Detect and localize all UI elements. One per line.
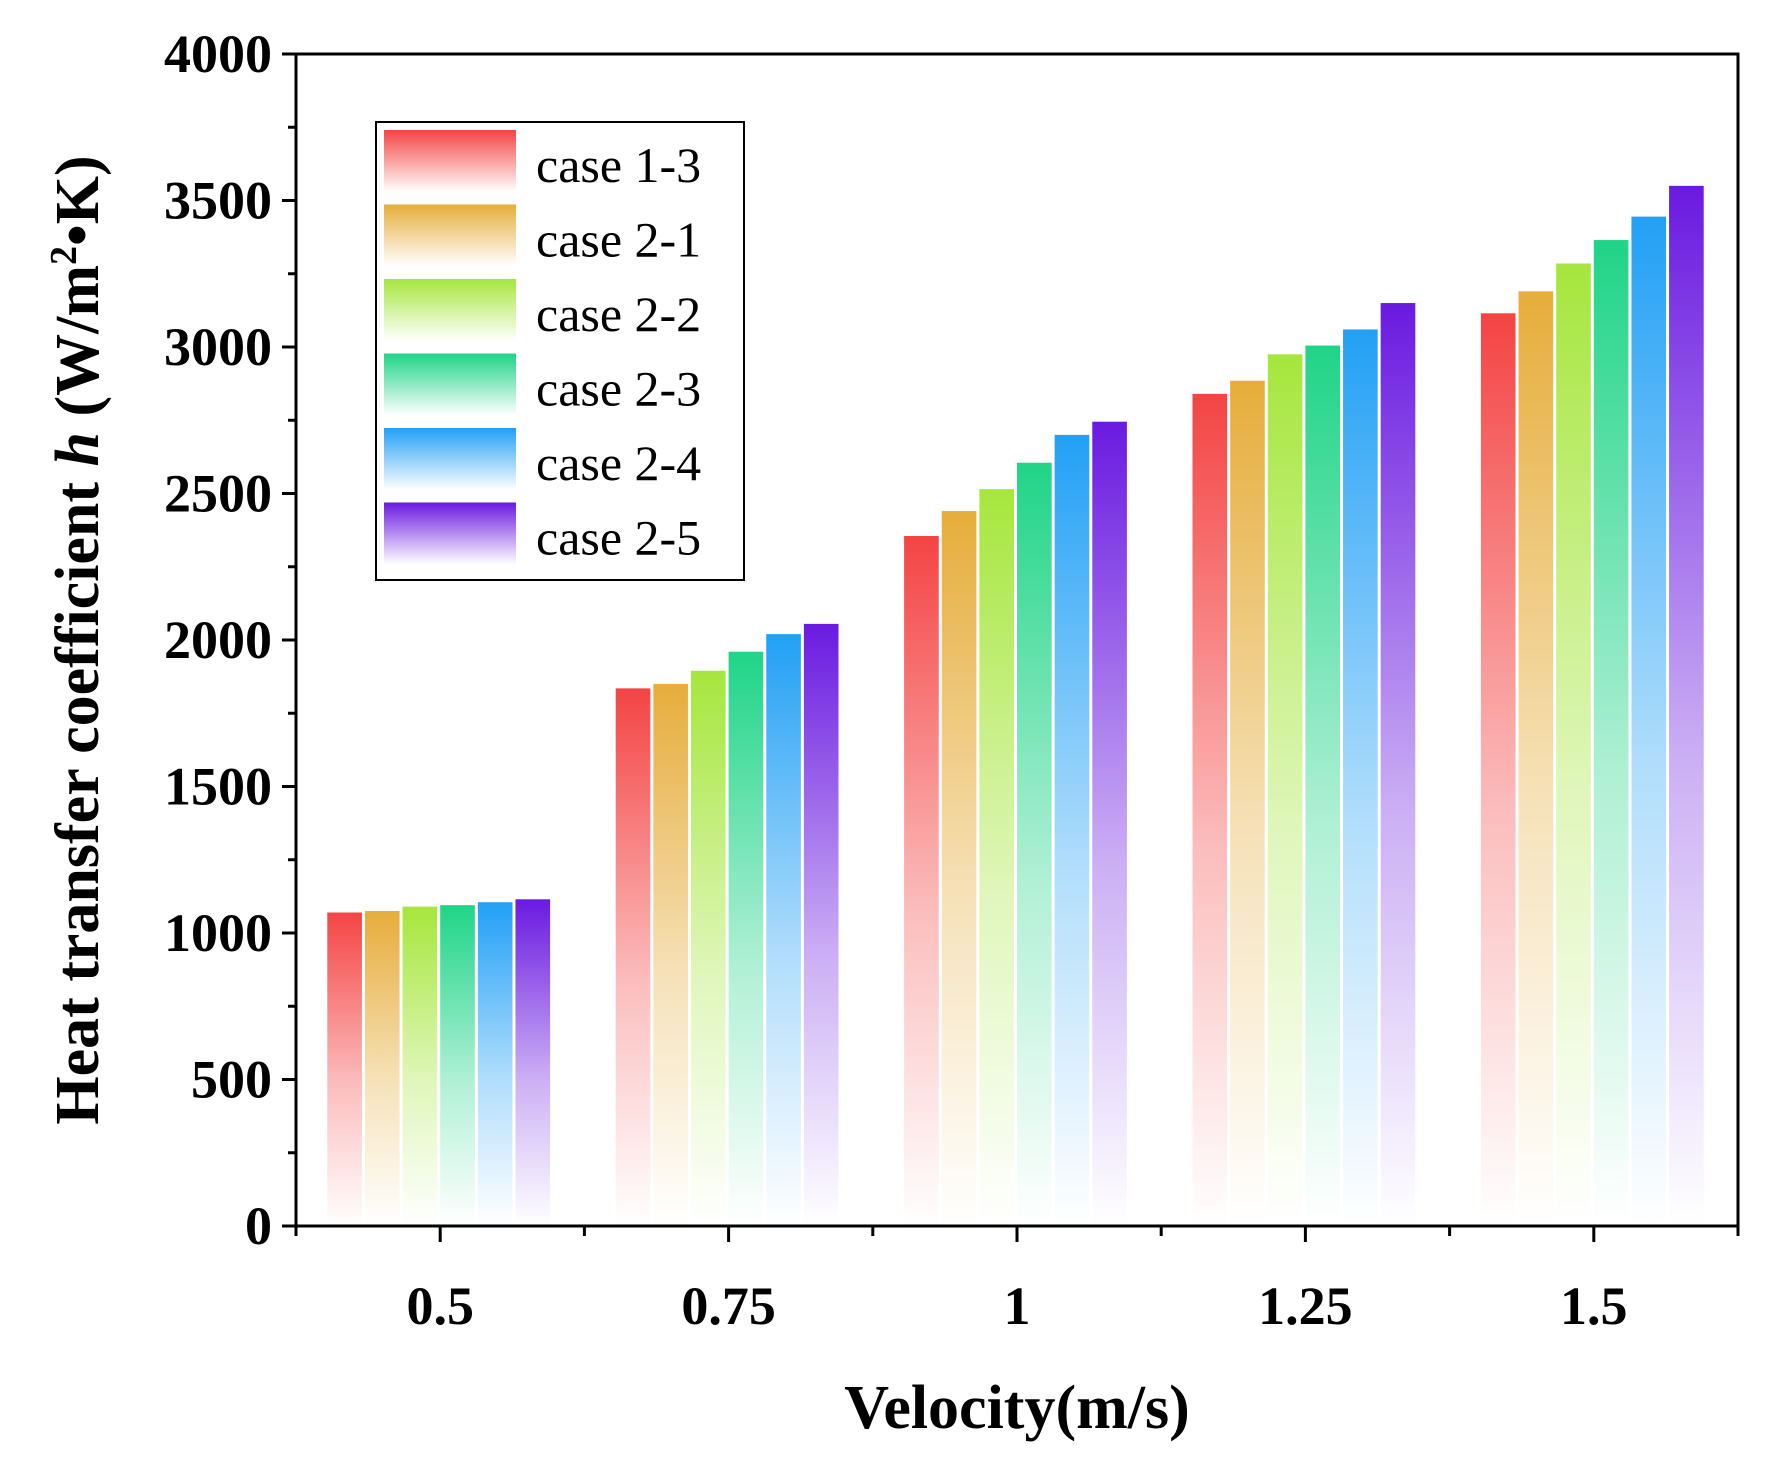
bar-case-2-5-1.5: [1669, 185, 1704, 1227]
bar-case-2-3-1.25: [1305, 345, 1341, 1226]
x-tick-label: 0.75: [681, 1276, 776, 1336]
bar-case-2-1-1.5: [1518, 291, 1554, 1227]
bar-case-2-2-1.5: [1556, 263, 1591, 1226]
y-tick-label: 2000: [164, 610, 272, 670]
x-axis: 0.5 0.75 1 1.25 1.5: [294, 1226, 1740, 1336]
bar-case-2-5-1.25: [1380, 303, 1416, 1226]
bar-case-2-4-1.5: [1631, 216, 1667, 1226]
x-tick-label: 1.5: [1560, 1276, 1628, 1336]
y-tick-label: 3000: [164, 317, 272, 377]
legend-label: case 2-5: [536, 510, 701, 566]
x-tick-label: 0.5: [406, 1276, 474, 1336]
x-tick-label: 1: [1004, 1276, 1031, 1336]
y-axis-title: Heat transfer coefficient h (W/m2•K): [43, 155, 112, 1124]
bar-case-1-3-1.5: [1480, 313, 1516, 1226]
y-tick-label: 0: [245, 1196, 272, 1256]
bar-case-2-2-0.5: [402, 906, 438, 1226]
bar-case-2-1-0.75: [653, 683, 688, 1226]
x-tick-label: 1.25: [1258, 1276, 1353, 1336]
bar-case-2-5-0.75: [803, 623, 839, 1226]
bar-case-2-4-1.25: [1343, 329, 1378, 1226]
bar-case-2-3-0.75: [728, 651, 764, 1226]
bar-case-2-3-0.5: [440, 905, 475, 1226]
legend: case 1-3 case 2-1 case 2-2 case 2-3 case 2-4…: [375, 121, 745, 581]
bar-case-1-3-1: [904, 535, 939, 1226]
legend-swatch: [384, 353, 516, 416]
legend-label: case 2-2: [536, 286, 701, 342]
bar-case-2-5-0.5: [515, 899, 551, 1226]
bar-case-1-3-0.75: [615, 688, 651, 1226]
y-tick-label: 1000: [164, 903, 272, 963]
legend-label: case 2-1: [536, 212, 701, 268]
legend-label: case 1-3: [536, 137, 701, 193]
legend-swatch: [384, 428, 516, 490]
legend-swatch: [384, 204, 516, 267]
y-axis-title-symbol: h: [44, 432, 112, 466]
legend-swatch: [384, 502, 516, 565]
bar-case-2-3-1: [1017, 462, 1052, 1226]
y-axis-title-exponent: 2: [43, 246, 85, 265]
bars-group: [327, 185, 1704, 1227]
y-tick-label: 1500: [164, 757, 272, 817]
y-axis-title-unit-close: •K): [44, 155, 112, 246]
bar-case-2-1-1.25: [1230, 380, 1265, 1226]
y-tick-label: 3500: [164, 171, 272, 231]
bar-case-2-4-0.5: [477, 902, 513, 1226]
legend-swatch: [384, 130, 516, 192]
y-tick-label: 4000: [164, 24, 272, 84]
legend-label: case 2-3: [536, 361, 701, 417]
bar-case-2-4-1: [1054, 434, 1090, 1226]
y-tick-label: 2500: [164, 464, 272, 524]
legend-swatch: [384, 279, 516, 341]
bar-case-2-2-1.25: [1267, 354, 1303, 1226]
bar-case-1-3-1.25: [1192, 393, 1228, 1226]
bar-case-1-3-0.5: [327, 912, 362, 1226]
x-axis-title: Velocity(m/s): [844, 1374, 1190, 1442]
bar-case-2-5-1: [1092, 421, 1127, 1227]
bar-case-2-1-1: [941, 511, 977, 1227]
y-tick-label: 500: [191, 1050, 272, 1110]
legend-label: case 2-4: [536, 435, 701, 491]
bar-case-2-1-0.5: [364, 911, 400, 1226]
bar-case-2-3-1.5: [1593, 240, 1629, 1227]
bar-case-2-4-0.75: [766, 634, 801, 1226]
y-axis: 0 500 1000 1500 2000 2500 3000 3500 4000: [164, 24, 296, 1256]
bar-case-2-2-0.75: [690, 670, 726, 1226]
bar-case-2-2-1: [979, 489, 1014, 1226]
y-axis-title-prefix: Heat transfer coefficient: [44, 466, 112, 1124]
y-axis-title-unit: (W/m: [44, 265, 112, 432]
